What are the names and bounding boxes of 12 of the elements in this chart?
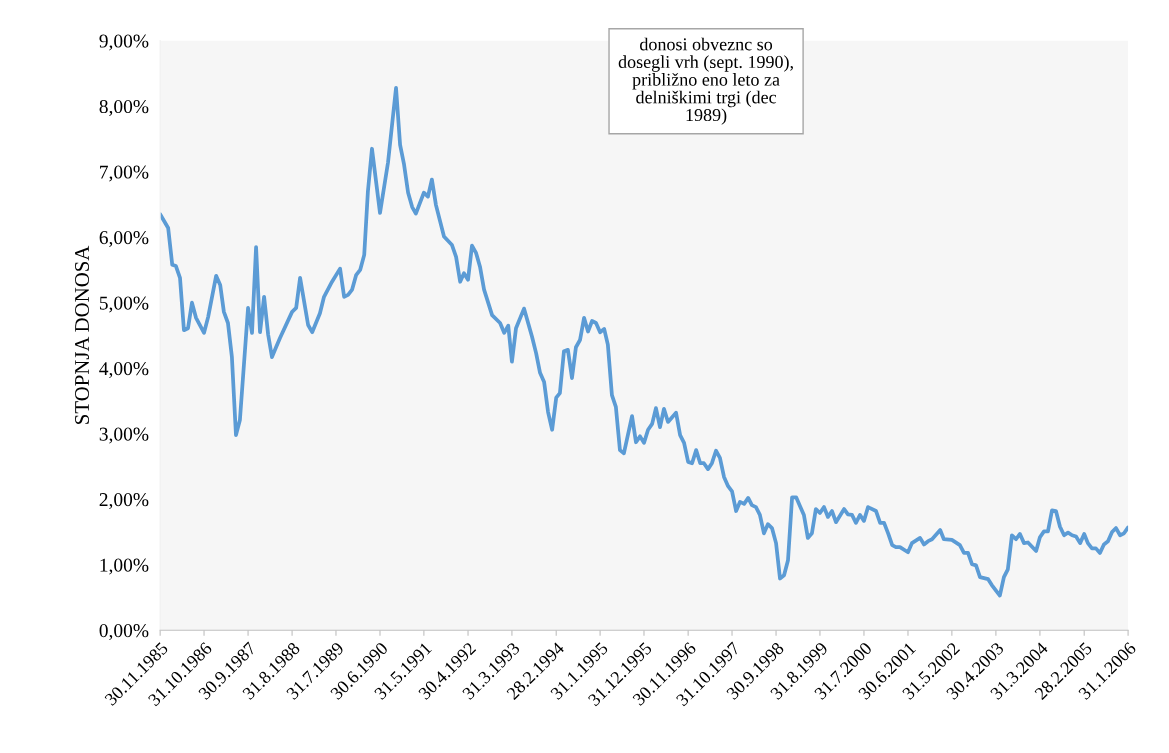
y-tick-label: 6,00%: [99, 231, 149, 247]
y-tick-label: 9,00%: [99, 34, 149, 51]
y-tick-label: 2,00%: [99, 493, 149, 509]
y-tick-label: 0,00%: [99, 624, 149, 640]
y-axis-title: STOPNJA DONOSA: [75, 245, 90, 424]
y-tick-label: 8,00%: [99, 99, 149, 116]
y-tick-label: 7,00%: [100, 165, 149, 182]
y-tick-label: 4,00%: [99, 362, 149, 378]
annotation: donosi obveznc so dosegli vrh (sept. 1990), približno eno leto za delniškimi trgi (dec 1989): [618, 37, 793, 125]
y-tick-label: 3,00%: [99, 427, 149, 444]
y-tick-label: 5,00%: [99, 296, 149, 313]
y-tick-label: 1,00%: [100, 558, 149, 575]
